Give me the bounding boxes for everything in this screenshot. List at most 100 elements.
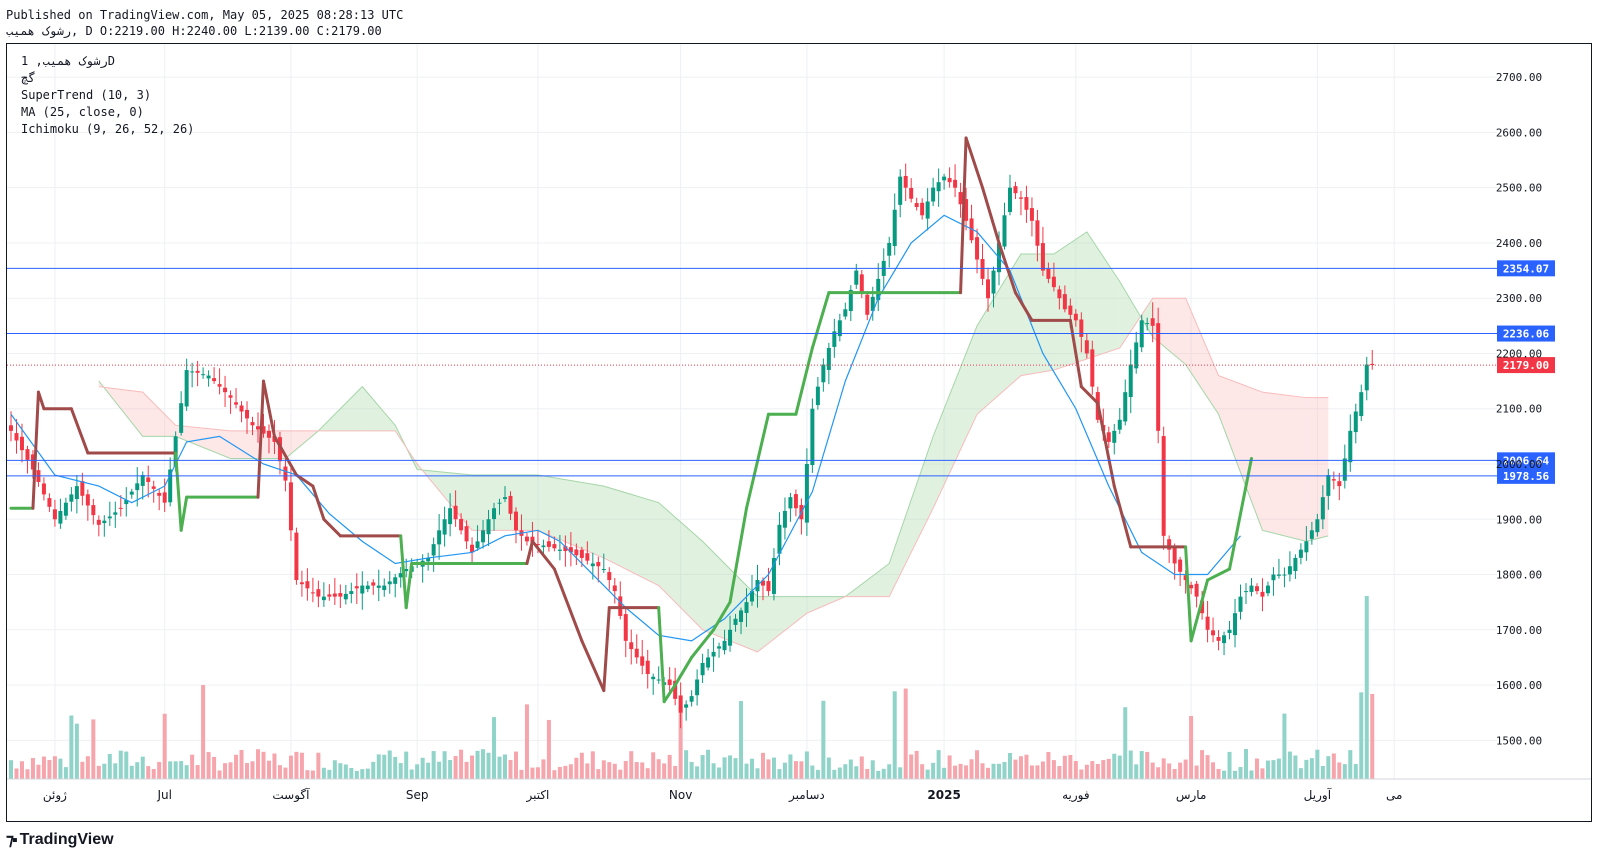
candle-body bbox=[865, 294, 870, 315]
volume-bar bbox=[755, 768, 760, 779]
tradingview-logo-text: TradingView bbox=[19, 831, 114, 848]
candle-body bbox=[140, 475, 145, 486]
candle-body bbox=[41, 483, 46, 495]
supertrend-segment bbox=[311, 484, 326, 521]
volume-bar bbox=[931, 762, 936, 779]
candle-body bbox=[1200, 600, 1205, 614]
volume-bar bbox=[903, 688, 908, 779]
volume-bar bbox=[1062, 755, 1067, 779]
candle-body bbox=[1238, 596, 1243, 612]
candle-body bbox=[1150, 318, 1155, 326]
volume-bar bbox=[975, 750, 980, 779]
volume-bar bbox=[140, 756, 145, 779]
cloud-segment bbox=[472, 475, 538, 531]
volume-bar bbox=[69, 715, 74, 779]
volume-bar bbox=[1101, 760, 1106, 779]
candle-body bbox=[1084, 340, 1089, 354]
volume-bar bbox=[305, 770, 310, 779]
volume-bar bbox=[728, 755, 733, 779]
volume-bar bbox=[354, 770, 359, 779]
volume-bar bbox=[579, 752, 584, 779]
candle-body bbox=[437, 530, 442, 545]
supertrend-segment bbox=[794, 346, 814, 416]
candle-body bbox=[1326, 475, 1331, 496]
volume-bar bbox=[706, 749, 711, 779]
volume-bar bbox=[1018, 756, 1023, 779]
supertrend-segment bbox=[399, 534, 408, 610]
candle-body bbox=[695, 679, 700, 696]
candle-body bbox=[1024, 197, 1029, 210]
supertrend-segment bbox=[657, 606, 666, 704]
candle-body bbox=[684, 704, 689, 708]
legend-ichimoku[interactable]: Ichimoku (9, 26, 52, 26) bbox=[21, 122, 195, 136]
candle-body bbox=[942, 176, 947, 181]
candle-body bbox=[261, 426, 266, 434]
volume-bar bbox=[700, 755, 705, 779]
candle-body bbox=[1364, 364, 1369, 391]
supertrend-segment bbox=[959, 136, 968, 295]
volume-bar bbox=[503, 754, 507, 779]
candle-body bbox=[1068, 305, 1073, 315]
candle-body bbox=[848, 289, 853, 312]
candle-body bbox=[837, 320, 842, 337]
cloud-segment bbox=[1119, 281, 1153, 348]
candle-body bbox=[1233, 613, 1238, 636]
volume-bar bbox=[371, 761, 376, 779]
supertrend-segment bbox=[1206, 567, 1232, 582]
candle-body bbox=[728, 629, 733, 646]
volume-bar bbox=[991, 763, 996, 779]
candle-body bbox=[118, 507, 123, 509]
candle-body bbox=[453, 505, 458, 520]
volume-bar bbox=[574, 757, 579, 779]
volume-bar bbox=[799, 761, 804, 779]
cloud-segment bbox=[1020, 254, 1054, 376]
candle-body bbox=[689, 696, 694, 702]
volume-bar bbox=[107, 753, 112, 779]
volume-bar bbox=[1200, 750, 1205, 779]
volume-bar bbox=[179, 761, 184, 779]
volume-bar bbox=[771, 757, 776, 779]
volume-bar bbox=[596, 769, 601, 779]
volume-bar bbox=[892, 691, 897, 779]
cloud-segment bbox=[1086, 231, 1120, 359]
volume-bar bbox=[1079, 769, 1084, 779]
candle-body bbox=[9, 425, 13, 431]
candle-body bbox=[623, 614, 628, 641]
volume-bar bbox=[662, 763, 667, 779]
candle-body bbox=[157, 492, 162, 496]
candle-body bbox=[1304, 541, 1309, 553]
volume-bar bbox=[190, 754, 195, 779]
candle-body bbox=[1222, 635, 1227, 644]
last-price-label: 2179.00 bbox=[1503, 359, 1549, 372]
candle-body bbox=[1002, 215, 1007, 247]
candle-body bbox=[486, 519, 491, 535]
candle-body bbox=[234, 402, 239, 405]
legend-ma[interactable]: MA (25, close, 0) bbox=[21, 105, 144, 119]
volume-bar bbox=[91, 719, 96, 779]
volume-bar bbox=[1057, 766, 1062, 779]
supertrend-segment bbox=[997, 241, 1017, 295]
y-tick-label: 2300.00 bbox=[1496, 292, 1542, 305]
candle-body bbox=[382, 585, 387, 591]
volume-bar bbox=[958, 763, 963, 779]
candle-body bbox=[1244, 591, 1248, 593]
chart-frame[interactable]: 2354.07 2236.06 2006.64 1978.56 2179.00 1500.… bbox=[6, 43, 1592, 822]
supertrend-segment bbox=[602, 606, 611, 693]
volume-bar bbox=[684, 750, 689, 779]
volume-bar bbox=[338, 763, 343, 779]
candle-body bbox=[1040, 243, 1045, 271]
chart-canvas[interactable]: 2354.072236.062006.641978.562179.001500.… bbox=[7, 44, 1591, 821]
volume-bar bbox=[881, 768, 886, 779]
volume-bar bbox=[870, 760, 875, 779]
legend-supertrend[interactable]: SuperTrend (10, 3) bbox=[21, 88, 152, 102]
volume-bar bbox=[1370, 694, 1375, 779]
candle-body bbox=[1227, 629, 1232, 633]
supertrend-segment bbox=[745, 412, 770, 510]
candle-body bbox=[1194, 583, 1199, 597]
volume-bar bbox=[332, 760, 337, 779]
volume-bar bbox=[283, 767, 288, 779]
volume-bar bbox=[1287, 751, 1292, 779]
candle-body bbox=[1106, 432, 1111, 442]
tradingview-logo[interactable]: ⁊▪ TradingView bbox=[6, 830, 114, 850]
supertrend-segment bbox=[69, 407, 90, 455]
